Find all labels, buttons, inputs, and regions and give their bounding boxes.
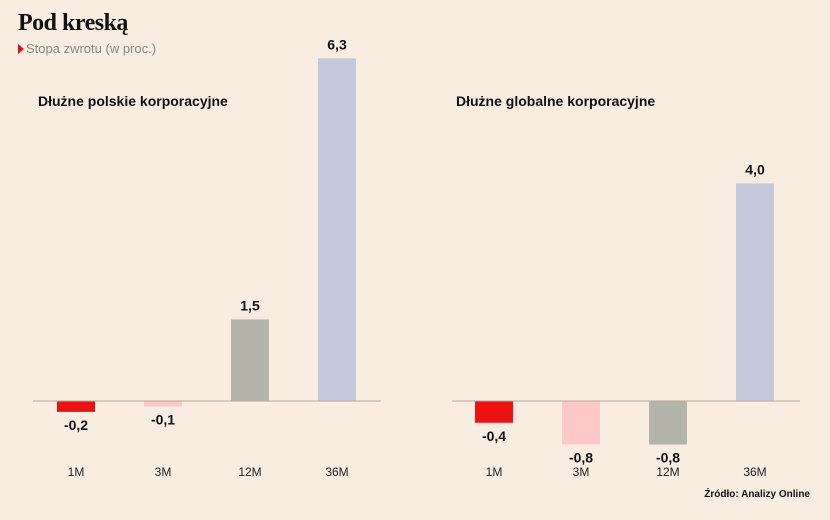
chart-1-bar-1M xyxy=(57,401,95,412)
source-note: Źródło: Analizy Online xyxy=(704,489,810,500)
chart-2-data-label: -0,8 xyxy=(656,450,680,466)
chart-1-data-label: 1,5 xyxy=(240,297,260,313)
chart-1-title: Dłużne polskie korporacyjne xyxy=(38,93,228,109)
chart-2-bar-36M xyxy=(736,183,774,401)
chart-2-title: Dłużne globalne korporacyjne xyxy=(456,93,655,109)
chart-2-x-tick-label: 36M xyxy=(743,465,766,479)
triangle-marker-icon xyxy=(18,43,24,54)
chart-1-bar-3M xyxy=(144,401,182,407)
chart-1-data-label: -0,2 xyxy=(64,417,88,433)
chart-2-data-label: 4,0 xyxy=(745,161,765,177)
chart-2-bar-3M xyxy=(562,401,600,445)
chart-2-bar-12M xyxy=(649,401,687,445)
chart-2-data-label: -0,4 xyxy=(482,428,506,444)
chart-1-data-label: -0,1 xyxy=(151,411,175,427)
chart-1-x-tick-label: 3M xyxy=(155,465,172,479)
chart-1-x-tick-label: 36M xyxy=(325,465,348,479)
subtitle-text: Stopa zwrotu (w proc.) xyxy=(26,41,157,56)
chart-2-x-tick-label: 1M xyxy=(486,465,503,479)
page-title: Pod kreską xyxy=(18,10,128,36)
chart-1-x-tick-label: 1M xyxy=(68,465,85,479)
chart-1-bar-12M xyxy=(231,319,269,401)
chart-2-x-tick-label: 3M xyxy=(573,465,590,479)
chart-1-x-tick-label: 12M xyxy=(238,465,261,479)
chart-2-x-tick-label: 12M xyxy=(656,465,679,479)
chart-2-data-label: -0,8 xyxy=(569,450,593,466)
subtitle: Stopa zwrotu (w proc.) xyxy=(18,41,156,56)
chart-1-data-label: 6,3 xyxy=(327,36,347,52)
chart-1-bar-36M xyxy=(318,58,356,401)
chart-2-bar-1M xyxy=(475,401,513,423)
